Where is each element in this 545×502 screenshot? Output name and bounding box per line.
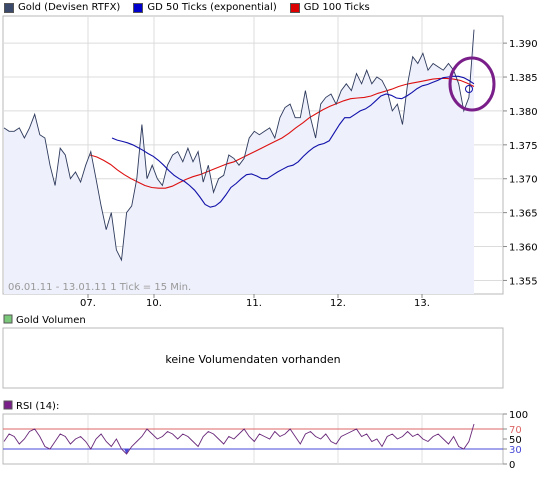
volume-legend-swatch: [3, 314, 13, 324]
range-label: 06.01.11 - 13.01.11 1 Tick = 15 Min.: [8, 282, 191, 293]
price-y-tick-label: 1.375: [509, 141, 538, 152]
volume-empty-message: keine Volumendaten vorhanden: [165, 353, 340, 366]
volume-plot-area: [2, 327, 504, 389]
rsi-grid: [87, 414, 423, 464]
price-x-tick-label: 11.: [246, 298, 262, 309]
price-x-tick-label: 07.: [80, 298, 96, 309]
legend-item-gd50: GD 50 Ticks (exponential): [133, 2, 277, 13]
price-y-tick-label: 1.385: [509, 73, 538, 84]
legend-label-price: Gold (Devisen RTFX): [18, 2, 121, 13]
price-area-fill: [4, 29, 474, 294]
highlight-circle: [448, 56, 496, 112]
rsi-y-tick-label: 50: [509, 435, 522, 446]
rsi-y-tick-label: 100: [509, 410, 528, 421]
rsi-legend-swatch: [3, 400, 13, 410]
legend-label-gd100: GD 100 Ticks: [303, 2, 370, 13]
price-y-tick-label: 1.370: [509, 175, 538, 186]
price-y-tick-label: 1.380: [509, 107, 538, 118]
price-legend: Gold (Devisen RTFX) GD 50 Ticks (exponen…: [4, 1, 383, 14]
rsi-plot-area: [2, 413, 504, 465]
price-x-axis: 07. 10. 11. 12. 13.: [80, 294, 430, 309]
price-y-tick-label: 1.355: [509, 276, 538, 287]
rsi-oversold-fill: [124, 449, 130, 454]
rsi-y-tick-label: 0: [509, 460, 515, 471]
price-y-axis: 1.390 1.385 1.380 1.375 1.370 1.365 1.360 1.355: [503, 39, 538, 287]
highlight-marker: [465, 85, 473, 93]
price-y-tick-label: 1.365: [509, 209, 538, 220]
legend-item-gd100: GD 100 Ticks: [289, 2, 370, 13]
rsi-y-tick-label: 30: [509, 445, 522, 456]
rsi-legend-label: RSI (14):: [16, 401, 59, 412]
legend-item-price: Gold (Devisen RTFX): [4, 2, 120, 13]
volume-legend-label: Gold Volumen: [16, 315, 86, 326]
legend-swatch-gd100: [289, 2, 300, 13]
gd50-series-line: [111, 75, 475, 208]
legend-label-gd50: GD 50 Ticks (exponential): [147, 2, 277, 13]
legend-swatch-price: [4, 2, 14, 13]
price-x-tick-label: 10.: [146, 298, 162, 309]
price-y-tick-label: 1.390: [509, 39, 538, 50]
price-x-tick-label: 13.: [414, 298, 430, 309]
price-x-tick-label: 12.: [330, 298, 346, 309]
rsi-series-line: [3, 423, 475, 455]
price-y-tick-label: 1.360: [509, 243, 538, 254]
gd100-series-line: [89, 77, 475, 189]
legend-swatch-gd50: [133, 2, 144, 13]
price-series-line: [3, 29, 475, 262]
rsi-y-tick-label: 70: [509, 425, 522, 436]
